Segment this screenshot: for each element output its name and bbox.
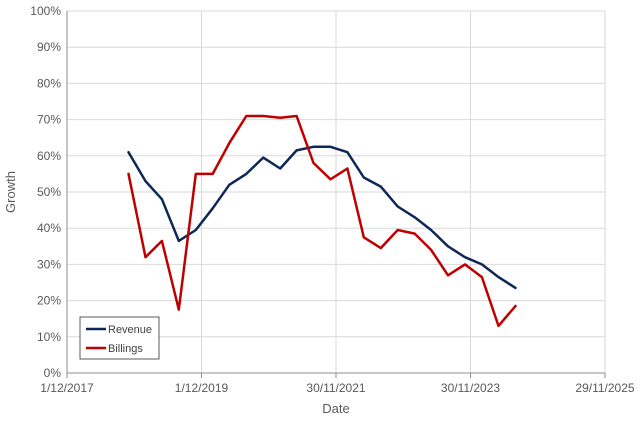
y-tick-label: 0%	[44, 366, 62, 380]
y-tick-label: 80%	[37, 76, 61, 90]
y-tick-label: 50%	[37, 185, 61, 199]
y-axis-title: Growth	[3, 171, 18, 213]
y-tick-label: 70%	[37, 113, 61, 127]
legend-label-billings: Billings	[108, 343, 143, 355]
legend-label-revenue: Revenue	[108, 324, 152, 336]
x-tick-label: 29/11/2025	[575, 381, 634, 395]
y-tick-label: 10%	[37, 330, 61, 344]
x-tick-label: 30/11/2023	[441, 381, 500, 395]
y-tick-label: 90%	[37, 40, 61, 54]
x-tick-labels: 1/12/2017 1/12/2019 30/11/2021 30/11/2023 29…	[40, 381, 635, 395]
series-line-revenue	[127, 145, 517, 290]
y-tick-label: 20%	[37, 294, 61, 308]
legend-box	[79, 316, 160, 360]
y-tick-label: 40%	[37, 221, 61, 235]
y-tick-labels: 0% 10% 20% 30% 40% 50% 60% 70% 80% 90% 100%	[30, 4, 61, 380]
x-tick-label: 1/12/2019	[175, 381, 229, 395]
x-tick-label: 30/11/2021	[306, 381, 365, 395]
y-tick-label: 100%	[30, 4, 61, 18]
legend: Revenue Billings	[79, 316, 160, 360]
x-axis-title: Date	[322, 401, 349, 416]
axes	[66, 11, 605, 374]
y-tick-label: 30%	[37, 257, 61, 271]
y-tick-label: 60%	[37, 149, 61, 163]
series-lines	[127, 114, 517, 328]
series-line-billings	[127, 114, 517, 328]
x-tick-label: 1/12/2017	[40, 381, 94, 395]
